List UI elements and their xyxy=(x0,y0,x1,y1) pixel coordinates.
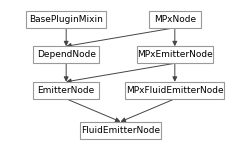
FancyBboxPatch shape xyxy=(149,11,201,28)
FancyBboxPatch shape xyxy=(80,122,161,139)
Text: MPxNode: MPxNode xyxy=(154,15,196,24)
Text: EmitterNode: EmitterNode xyxy=(38,86,95,95)
FancyBboxPatch shape xyxy=(33,82,99,99)
FancyBboxPatch shape xyxy=(26,11,106,28)
Text: MPxEmitterNode: MPxEmitterNode xyxy=(137,50,213,59)
FancyBboxPatch shape xyxy=(33,46,99,63)
FancyBboxPatch shape xyxy=(125,82,224,99)
Text: FluidEmitterNode: FluidEmitterNode xyxy=(81,126,160,135)
Text: MPxFluidEmitterNode: MPxFluidEmitterNode xyxy=(126,86,224,95)
Text: BasePluginMixin: BasePluginMixin xyxy=(29,15,103,24)
Text: DependNode: DependNode xyxy=(37,50,96,59)
FancyBboxPatch shape xyxy=(137,46,213,63)
